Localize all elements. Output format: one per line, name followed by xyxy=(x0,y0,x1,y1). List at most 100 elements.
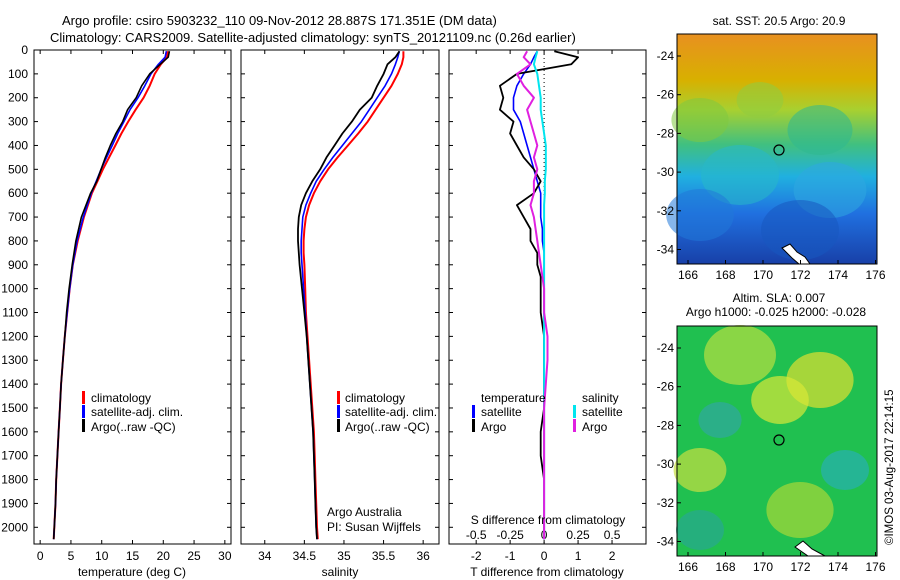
s-tick-label: 0.25 xyxy=(566,528,590,542)
series-line-satellite-adj-clim- xyxy=(52,51,168,540)
lat-tick-label: -30 xyxy=(657,457,675,471)
temperature-xlabel: temperature (deg C) xyxy=(78,565,186,579)
legend-label-t-satellite: satellite xyxy=(481,405,522,419)
depth-tick-label: 600 xyxy=(8,186,28,200)
lon-tick-label: 166 xyxy=(678,268,698,282)
lat-tick-label: -32 xyxy=(657,496,675,510)
s-tick-label: -0.25 xyxy=(496,528,524,542)
legend-label-s-argo: Argo xyxy=(582,420,608,434)
sla-map-frame xyxy=(676,325,878,557)
legend-label-t-argo: Argo xyxy=(481,420,507,434)
x-tick-label: 10 xyxy=(95,549,109,563)
sst-patch xyxy=(736,82,784,118)
argo-position-marker xyxy=(773,144,785,156)
sla-map-title-line1: Altim. SLA: 0.007 xyxy=(733,291,826,305)
legend-label-satellite: satellite-adj. clim. xyxy=(345,405,437,419)
depth-tick-label: 700 xyxy=(8,210,28,224)
legend-header-temperature: temperature xyxy=(481,391,546,405)
salinity-xlabel: salinity xyxy=(322,565,359,579)
series-line-argo-raw-qc- xyxy=(297,50,401,540)
figure-title-line1: Argo profile: csiro 5903232_110 09-Nov-2… xyxy=(62,13,497,28)
series-line-climatology xyxy=(302,51,405,540)
legend-swatch-climatology xyxy=(82,391,85,404)
depth-tick-label: 1800 xyxy=(1,473,28,487)
lon-tick-label: 174 xyxy=(828,560,848,574)
depth-tick-label: 300 xyxy=(8,115,28,129)
sla-texture xyxy=(673,325,869,550)
series-line-temperature-satellite xyxy=(512,50,545,540)
x-tick-label: 15 xyxy=(126,549,140,563)
x-tick-label: 0 xyxy=(37,549,44,563)
series-line-salinity-argo xyxy=(515,50,549,540)
x-tick-label: 1 xyxy=(575,549,582,563)
sst-texture xyxy=(666,82,867,260)
s-difference-xlabel: S difference from climatology xyxy=(471,513,626,527)
sla-patch xyxy=(673,448,727,492)
lat-tick-label: -26 xyxy=(657,88,675,102)
sla-map-axes: 166 168 170 172 174 176 -24 -26 -28 -30 -32 -34 xyxy=(657,341,886,574)
sst-patch xyxy=(787,105,853,155)
temperature-plot: 0 5 10 15 20 25 30 xyxy=(34,49,232,563)
figure-title-line2: Climatology: CARS2009. Satellite-adjuste… xyxy=(50,30,576,45)
lon-tick-label: 168 xyxy=(715,268,735,282)
series-line-argo-raw-qc- xyxy=(52,51,171,540)
salinity-panel-frame xyxy=(240,49,440,545)
depth-tick-label: 1700 xyxy=(1,449,28,463)
temperature-legend: climatology satellite-adj. clim. Argo(..… xyxy=(82,391,183,434)
depth-tick-label: 1300 xyxy=(1,353,28,367)
lon-tick-label: 176 xyxy=(865,268,885,282)
difference-plot: -2 -1 0 1 2-0.5 -0.25 0 0.25 0.5 xyxy=(449,49,646,563)
legend-swatch-satellite xyxy=(337,405,340,418)
sla-patch xyxy=(676,510,724,550)
lon-tick-label: 172 xyxy=(790,268,810,282)
depth-tick-label: 400 xyxy=(8,138,28,152)
lon-tick-label: 168 xyxy=(715,560,735,574)
imos-credit: ©IMOS 03-Aug-2017 22:14:15 xyxy=(884,389,896,545)
sla-patch xyxy=(751,376,809,424)
difference-legend: temperature satellite Argo salinity sate… xyxy=(472,391,623,434)
x-tick-label: 34 xyxy=(258,549,272,563)
sla-map xyxy=(673,325,878,557)
depth-tick-label: 2000 xyxy=(1,520,28,534)
depth-tick-label: 800 xyxy=(8,234,28,248)
sla-patch xyxy=(698,402,742,438)
depth-tick-label: 500 xyxy=(8,162,28,176)
legend-swatch-t-satellite xyxy=(472,405,475,418)
series-line-climatology xyxy=(52,51,169,540)
salinity-plot: 34 34.5 35 35.5 36 xyxy=(241,49,439,563)
depth-tick-label: 200 xyxy=(8,91,28,105)
depth-tick-label: 1400 xyxy=(1,377,28,391)
sla-patch xyxy=(766,482,834,538)
depth-tick-label: 100 xyxy=(8,67,28,81)
lon-tick-label: 170 xyxy=(753,560,773,574)
temperature-panel-frame xyxy=(33,49,232,545)
sst-patch xyxy=(761,200,839,260)
x-tick-label: 35 xyxy=(337,549,351,563)
depth-tick-label: 1200 xyxy=(1,329,28,343)
sst-map-axes: 166 168 170 172 174 176 -24 -26 -28 -30 -32 -34 xyxy=(657,49,886,282)
x-tick-label: 0 xyxy=(541,549,548,563)
legend-label-argo: Argo(..raw -QC) xyxy=(345,420,430,434)
lat-tick-label: -28 xyxy=(657,126,675,140)
depth-tick-label: 1500 xyxy=(1,401,28,415)
legend-swatch-satellite xyxy=(82,405,85,418)
lat-tick-label: -34 xyxy=(657,535,675,549)
t-difference-xlabel: T difference from climatology xyxy=(470,565,624,579)
land-outline xyxy=(794,540,826,557)
x-tick-label: -1 xyxy=(505,549,516,563)
legend-swatch-argo xyxy=(82,419,85,432)
x-tick-label: -2 xyxy=(471,549,482,563)
x-tick-label: 36 xyxy=(416,549,430,563)
lon-tick-label: 172 xyxy=(790,560,810,574)
depth-tick-label: 1000 xyxy=(1,282,28,296)
legend-swatch-s-argo xyxy=(573,419,576,432)
sst-map-frame xyxy=(676,33,878,265)
s-tick-label: 0.5 xyxy=(604,528,621,542)
depth-tick-label: 1600 xyxy=(1,425,28,439)
credit-pi: PI: Susan Wijffels xyxy=(327,520,421,534)
sla-map-title-line2: Argo h1000: -0.025 h2000: -0.028 xyxy=(686,305,866,319)
sst-patch xyxy=(701,145,779,205)
lat-tick-label: -34 xyxy=(657,243,675,257)
credit-argo-australia: Argo Australia xyxy=(327,505,402,519)
